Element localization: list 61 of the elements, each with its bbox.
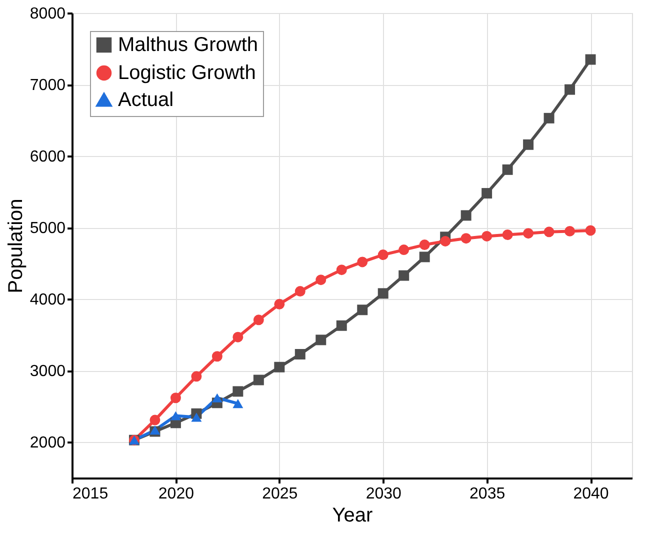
y-tick-label: 7000	[30, 77, 66, 94]
y-tick-label: 6000	[30, 148, 66, 166]
x-tick-label: 2035	[470, 486, 506, 502]
point	[419, 240, 430, 250]
point	[585, 225, 596, 236]
x-tick-label: 2020	[158, 486, 194, 502]
x-tick-label: 2030	[366, 486, 402, 502]
x-tick-label: 2025	[262, 486, 298, 502]
point	[378, 288, 388, 299]
x-tick-label: 2040	[573, 486, 609, 502]
point	[170, 392, 181, 404]
point	[398, 270, 410, 281]
legend-label: Malthus Growth	[118, 34, 258, 56]
point	[316, 334, 326, 346]
x-axis-title: Year	[332, 504, 374, 526]
legend-label: Actual	[118, 89, 174, 111]
point	[170, 411, 181, 420]
point	[232, 399, 244, 408]
point	[336, 320, 347, 331]
point	[253, 314, 264, 326]
x-tick-label: 2015	[72, 486, 108, 502]
point	[419, 252, 430, 262]
point	[212, 351, 222, 362]
point	[440, 236, 451, 246]
point	[150, 414, 160, 426]
y-tick-label: 4000	[30, 292, 66, 309]
point	[523, 228, 534, 239]
point	[544, 226, 554, 238]
y-tick-label: 8000	[30, 6, 66, 22]
point	[523, 139, 534, 150]
y-tick-label: 2000	[30, 434, 66, 452]
y-tick-label: 5000	[30, 220, 66, 238]
point	[191, 412, 202, 422]
point	[294, 348, 306, 360]
point	[212, 393, 222, 402]
point	[482, 230, 492, 242]
point	[232, 386, 244, 397]
point	[502, 230, 513, 240]
point	[502, 164, 513, 175]
y-axis-title: Population	[4, 198, 27, 294]
point	[336, 264, 347, 276]
point	[316, 274, 326, 286]
point	[378, 250, 388, 260]
point	[564, 84, 576, 95]
point	[398, 244, 410, 256]
point	[460, 233, 472, 244]
point	[253, 374, 264, 386]
point	[544, 112, 554, 124]
point	[460, 210, 472, 221]
point	[564, 226, 576, 236]
y-tick-label: 3000	[30, 363, 66, 380]
point	[294, 286, 306, 297]
point	[482, 188, 492, 199]
legend-label: Logistic Growth	[118, 62, 256, 84]
point	[585, 54, 596, 65]
point	[274, 362, 285, 372]
point	[357, 304, 368, 316]
point	[274, 298, 285, 310]
point	[191, 371, 202, 382]
point	[357, 256, 368, 268]
point	[232, 332, 244, 342]
